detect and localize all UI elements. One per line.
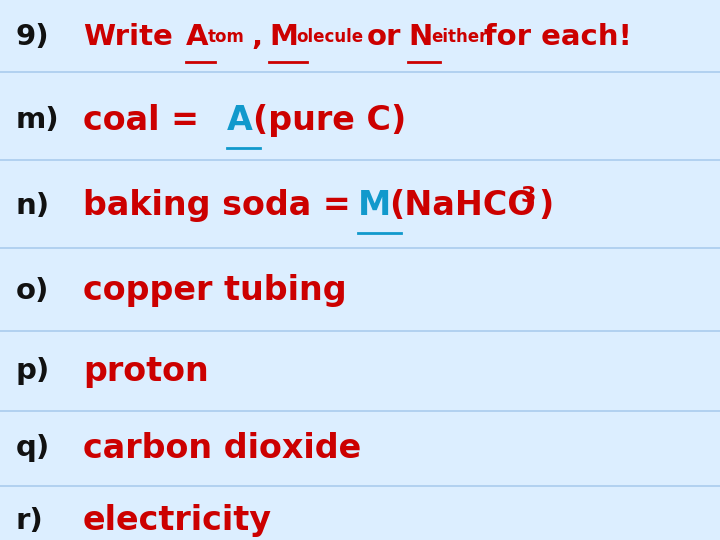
Text: ): ) — [539, 189, 554, 222]
Text: tom: tom — [208, 29, 245, 46]
Text: N: N — [408, 23, 433, 51]
Text: q): q) — [16, 435, 50, 462]
Text: M: M — [269, 23, 298, 51]
Text: m): m) — [16, 106, 60, 134]
Text: A: A — [227, 104, 253, 137]
Text: A: A — [186, 23, 208, 51]
Text: M: M — [358, 189, 391, 222]
Text: 3: 3 — [521, 186, 536, 206]
Text: (pure C): (pure C) — [253, 104, 407, 137]
Text: or: or — [367, 23, 402, 51]
Text: for each!: for each! — [484, 23, 631, 51]
Text: carbon dioxide: carbon dioxide — [83, 432, 361, 465]
Text: either: either — [431, 29, 487, 46]
Text: baking soda =: baking soda = — [83, 189, 362, 222]
Text: copper tubing: copper tubing — [83, 274, 346, 307]
Text: (NaHCO: (NaHCO — [389, 189, 536, 222]
Text: n): n) — [16, 192, 50, 220]
Text: coal =: coal = — [83, 104, 210, 137]
Text: 9): 9) — [16, 23, 50, 51]
Text: electricity: electricity — [83, 504, 272, 537]
Text: proton: proton — [83, 355, 209, 388]
Text: ,: , — [251, 23, 262, 51]
Text: olecule: olecule — [297, 29, 364, 46]
Text: Write: Write — [83, 23, 173, 51]
Text: p): p) — [16, 357, 50, 385]
Text: o): o) — [16, 277, 49, 305]
Text: r): r) — [16, 507, 44, 535]
